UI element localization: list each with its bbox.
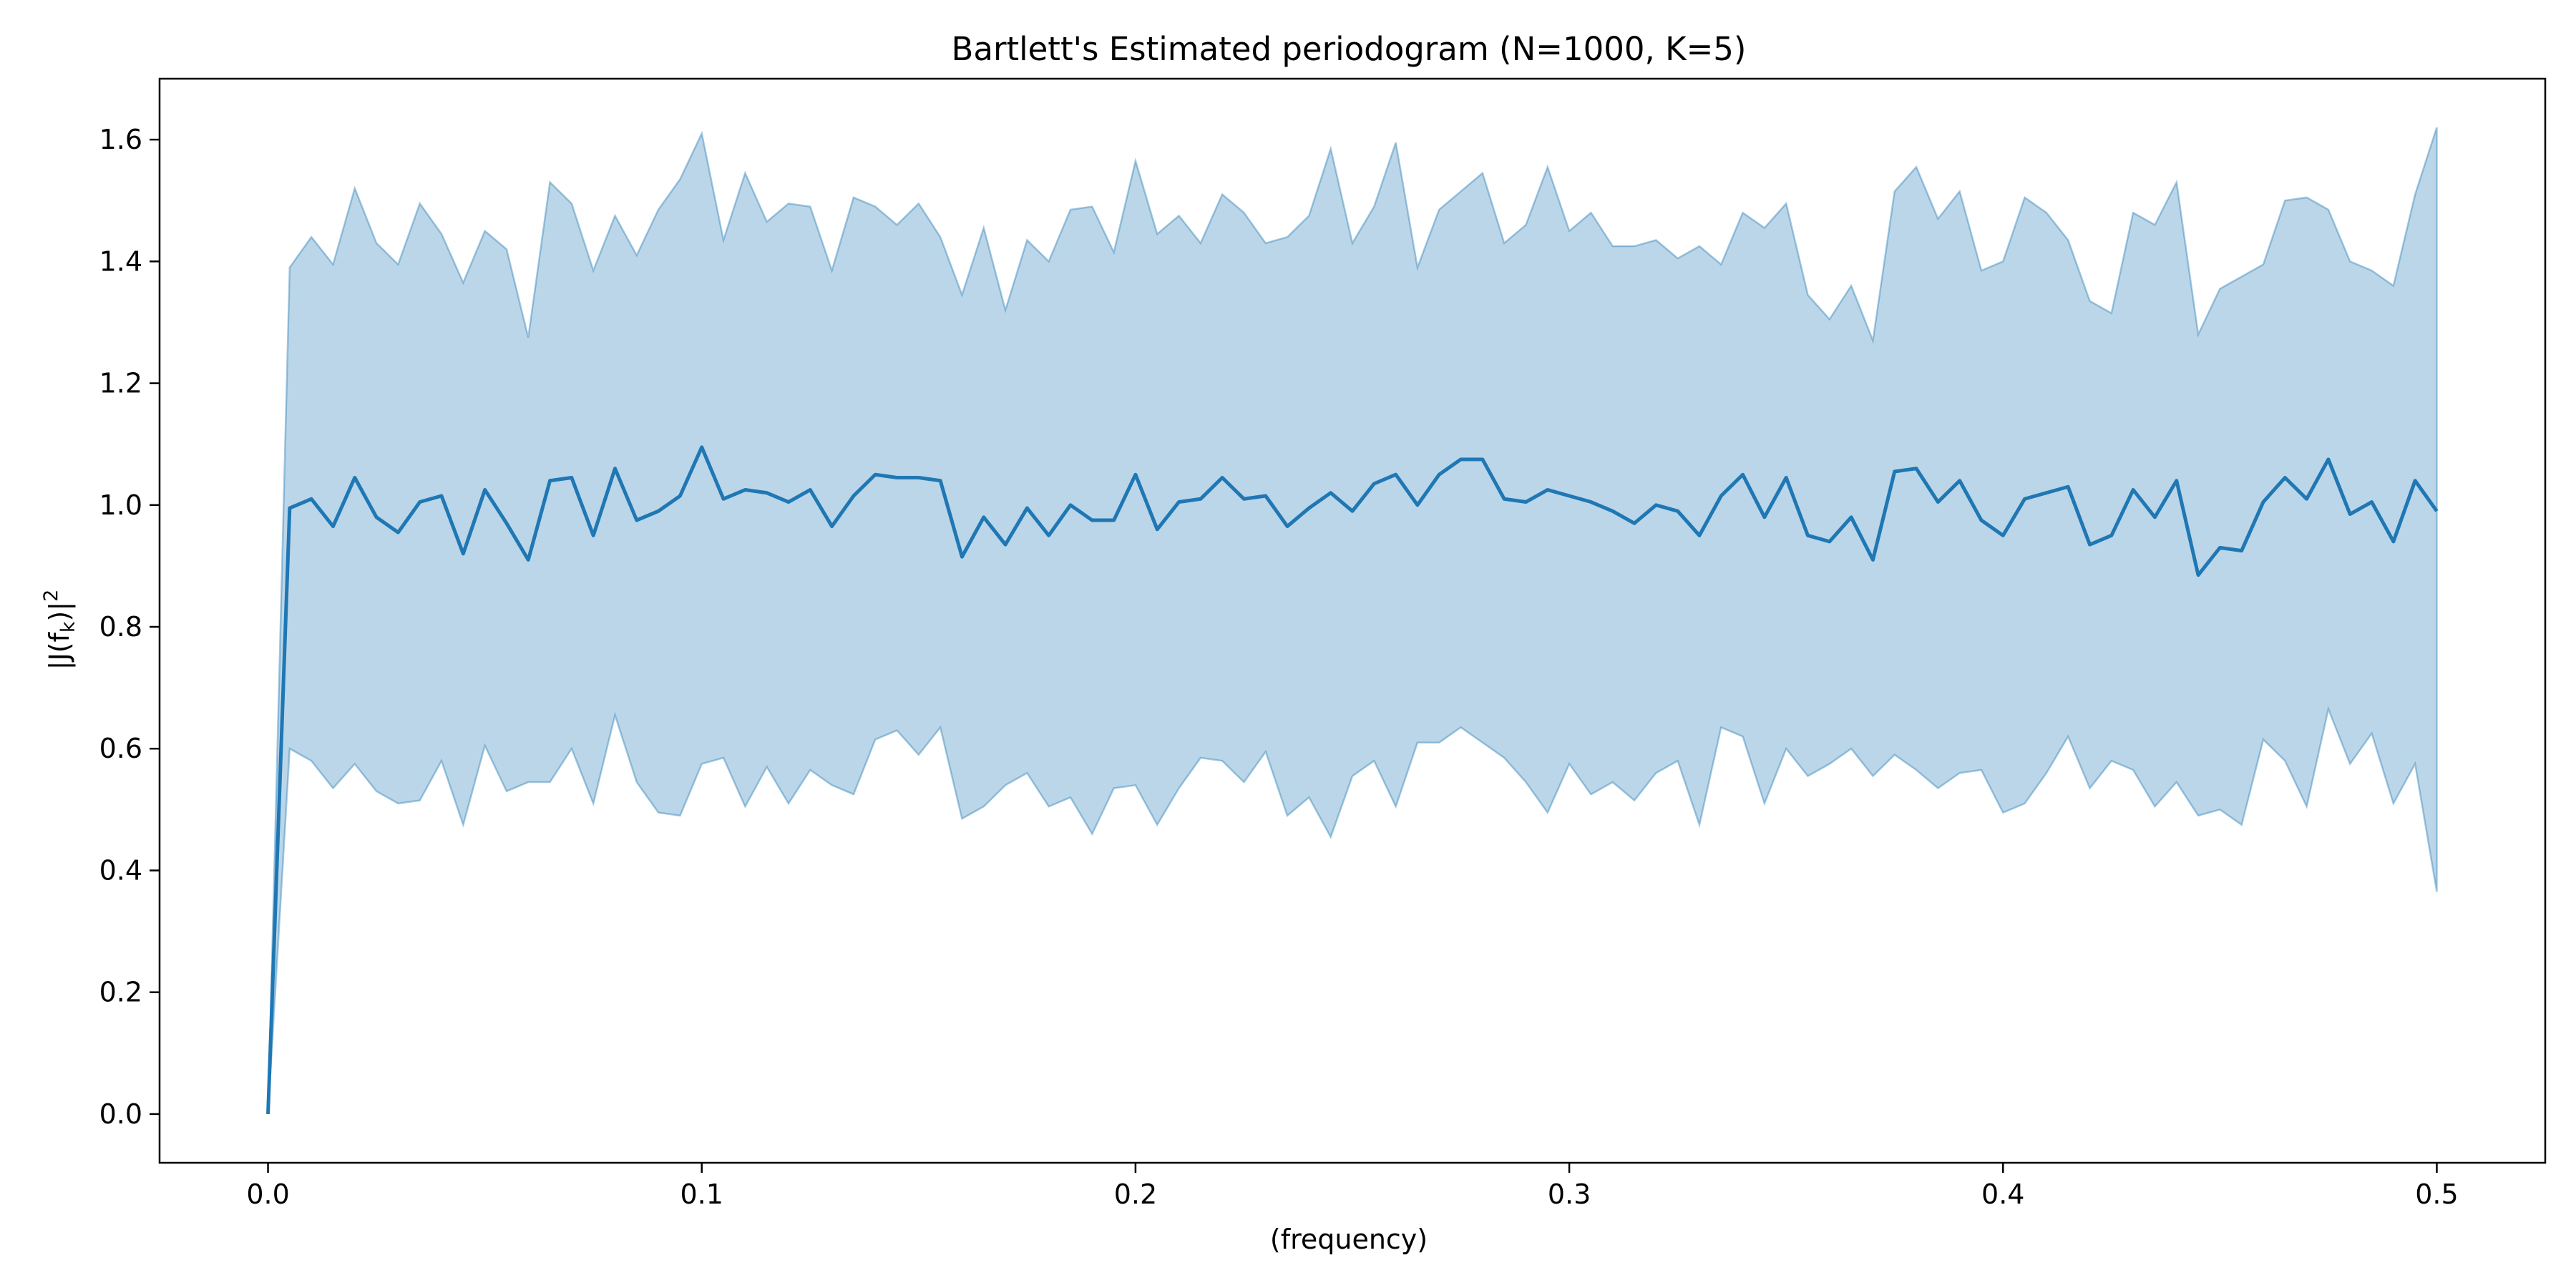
y-tick-label: 1.4 — [99, 245, 142, 277]
chart-title: Bartlett's Estimated periodogram (N=1000… — [952, 30, 1747, 68]
x-tick-label: 0.2 — [1114, 1179, 1157, 1210]
axes-frame — [158, 77, 2547, 1164]
x-tick-label: 0.3 — [1548, 1179, 1591, 1210]
y-axis-label-superscript: 2 — [40, 590, 62, 602]
y-tick-label: 0.4 — [99, 854, 142, 886]
y-tick-label: 1.6 — [99, 124, 142, 155]
y-tick-label: 0.8 — [99, 611, 142, 643]
y-tick-label: 0.6 — [99, 733, 142, 764]
y-tick-label: 0.0 — [99, 1098, 142, 1130]
y-axis-label-close: )| — [44, 602, 76, 622]
y-axis-label: |J(fk)|2 — [40, 590, 79, 670]
x-tick-label: 0.0 — [246, 1179, 289, 1210]
periodogram-line — [266, 445, 2439, 1114]
x-tick-label: 0.1 — [680, 1179, 723, 1210]
y-tick-label: 0.2 — [99, 977, 142, 1008]
x-axis-label: (frequency) — [1270, 1224, 1428, 1255]
plot-area — [266, 127, 2439, 1114]
y-axis-ticks: 0.0 0.2 0.4 0.6 0.8 1.0 1.2 1.4 1.6 — [99, 124, 160, 1130]
x-tick-label: 0.5 — [2415, 1179, 2458, 1210]
x-tick-label: 0.4 — [1981, 1179, 2024, 1210]
x-axis-ticks: 0.0 0.1 0.2 0.3 0.4 0.5 — [246, 1163, 2459, 1210]
y-axis-label-subscript: k — [57, 621, 79, 633]
y-tick-label: 1.2 — [99, 368, 142, 399]
y-tick-label: 1.0 — [99, 489, 142, 521]
y-axis-label-main: |J(f — [44, 632, 76, 670]
